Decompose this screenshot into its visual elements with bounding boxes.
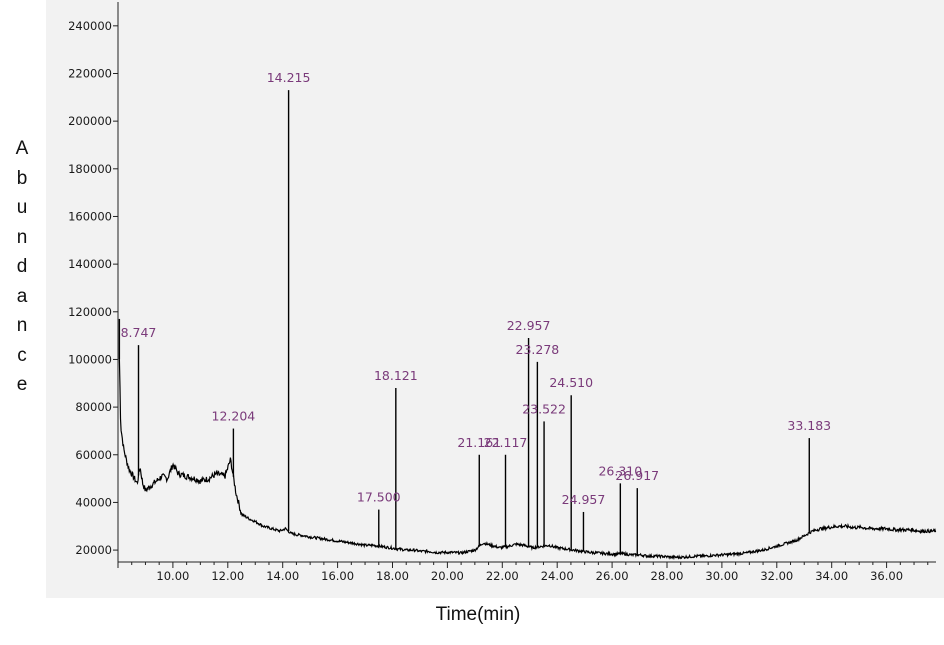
y-tick-label: 140000 bbox=[68, 257, 112, 271]
peak-label: 26.917 bbox=[615, 468, 659, 483]
peak-label: 21.161 bbox=[457, 435, 501, 450]
y-axis-label-letter: e bbox=[16, 374, 28, 395]
peak-layer bbox=[118, 90, 810, 555]
peak-label: 14.215 bbox=[267, 70, 311, 85]
x-tick-label: 26.00 bbox=[596, 569, 629, 583]
x-tick-label: 28.00 bbox=[651, 569, 684, 583]
y-tick-label: 160000 bbox=[68, 209, 112, 223]
y-tick-label: 240000 bbox=[68, 19, 112, 33]
x-tick-label: 10.00 bbox=[156, 569, 189, 583]
y-axis-label-letter: a bbox=[16, 285, 28, 307]
y-axis-label-letter: A bbox=[15, 138, 29, 159]
peak-label: 8.747 bbox=[121, 325, 157, 340]
peak-label: 23.522 bbox=[522, 401, 566, 416]
x-tick-label: 30.00 bbox=[705, 569, 738, 583]
x-tick-label: 32.00 bbox=[760, 569, 793, 583]
y-tick-label: 60000 bbox=[75, 448, 112, 462]
y-tick-label: 80000 bbox=[75, 400, 112, 414]
y-tick-label: 120000 bbox=[68, 305, 112, 319]
x-tick-label: 34.00 bbox=[815, 569, 848, 583]
x-tick-label: 14.00 bbox=[266, 569, 299, 583]
y-axis-label-letter: b bbox=[16, 167, 28, 189]
peak-label: 26.310 bbox=[598, 463, 642, 478]
y-tick-label: 100000 bbox=[68, 352, 112, 366]
x-tick-label: 16.00 bbox=[321, 569, 354, 583]
peak-label: 17.500 bbox=[357, 490, 401, 505]
x-tick-label: 22.00 bbox=[486, 569, 519, 583]
series-layer bbox=[118, 359, 937, 561]
peak-label: 23.278 bbox=[516, 342, 560, 357]
x-tick-label: 12.00 bbox=[211, 569, 244, 583]
y-axis-label-letter: n bbox=[16, 315, 28, 336]
x-tick-label: 36.00 bbox=[870, 569, 903, 583]
x-axis-label: Time(min) bbox=[435, 604, 521, 625]
x-axis-ticks: 10.00 12.00 14.00 16.00 18.00 20.00 22.00 24.00… bbox=[117, 562, 929, 583]
peak-label: 22.957 bbox=[507, 318, 551, 333]
plot-background bbox=[46, 0, 944, 598]
chromatogram-trace bbox=[118, 359, 937, 561]
y-axis-label-letter: u bbox=[16, 197, 28, 218]
peak-label: 18.121 bbox=[374, 368, 418, 383]
y-tick-label: 20000 bbox=[75, 543, 112, 557]
peak-label: 24.957 bbox=[562, 492, 606, 507]
x-tick-label: 20.00 bbox=[431, 569, 464, 583]
y-axis-label-letter: d bbox=[16, 256, 28, 277]
peak-label: 22.117 bbox=[484, 435, 528, 450]
y-tick-label: 40000 bbox=[75, 495, 112, 509]
annotation-layer: 8.747 12.204 14.215 17.500 18.121 21.16122.11… bbox=[121, 70, 832, 507]
y-tick-label: 180000 bbox=[68, 162, 112, 176]
peak-label: 24.510 bbox=[549, 375, 593, 390]
y-axis-ticks: 20000 40000 60000 80000 100000 120000 140000 16… bbox=[68, 19, 118, 557]
peak-label: 33.183 bbox=[787, 418, 831, 433]
y-axis-label-letter: c bbox=[17, 344, 27, 366]
peak-label: 12.204 bbox=[212, 409, 256, 424]
x-tick-label: 18.00 bbox=[376, 569, 409, 583]
y-tick-label: 200000 bbox=[68, 114, 112, 128]
x-tick-label: 24.00 bbox=[541, 569, 574, 583]
y-axis-label-letter: n bbox=[16, 226, 28, 248]
y-tick-label: 220000 bbox=[68, 66, 112, 80]
